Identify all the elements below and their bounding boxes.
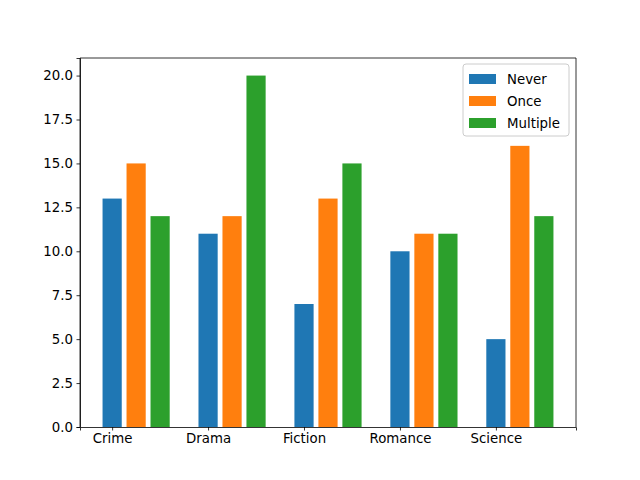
y-tick-mark	[77, 383, 81, 384]
bar	[127, 163, 146, 427]
y-tick-label: 17.5	[43, 112, 73, 127]
y-tick-mark	[77, 120, 81, 121]
y-tick: 5.0	[52, 332, 80, 347]
y-tick: 17.5	[43, 112, 80, 127]
y-tick: 2.5	[52, 376, 80, 391]
y-tick: 20.0	[43, 68, 80, 83]
x-tick-mark	[496, 427, 497, 431]
bar	[486, 339, 505, 427]
y-tick-label: 0.0	[52, 420, 73, 435]
x-tick-mark	[208, 427, 209, 431]
y-tick-mark	[77, 295, 81, 296]
bar	[390, 251, 409, 427]
bar	[534, 216, 553, 427]
y-tick: 12.5	[43, 200, 80, 215]
legend-label: Multiple	[507, 116, 560, 131]
bar	[438, 234, 457, 427]
y-tick-mark	[77, 339, 81, 340]
bar	[510, 146, 529, 427]
y-tick-mark	[77, 207, 81, 208]
legend: Never Once Multiple	[463, 64, 569, 136]
x-tick-label: Fiction	[283, 431, 326, 446]
frame	[576, 58, 577, 427]
bar	[318, 199, 337, 427]
x-tick: Science	[471, 427, 523, 446]
legend-swatch	[469, 74, 496, 84]
y-tick-label: 10.0	[43, 244, 73, 259]
frame	[80, 58, 81, 427]
bar	[414, 234, 433, 427]
x-tick-mark	[400, 427, 401, 431]
y-tick-mark	[77, 76, 81, 77]
x-tick: Drama	[186, 427, 231, 446]
y-tick-label: 20.0	[43, 68, 73, 83]
x-tick: Romance	[369, 427, 431, 446]
series-bars	[103, 199, 506, 427]
legend-box	[463, 64, 569, 136]
legend-swatch	[469, 118, 496, 128]
x-axis-line	[81, 428, 577, 431]
y-axis: 0.0 2.5 5.0 7.5 10.0 12.5 15.0 17.5 20.0	[43, 59, 80, 435]
legend-label: Once	[507, 94, 541, 109]
x-tick-mark	[304, 427, 305, 431]
y-tick-mark	[77, 163, 81, 164]
frame	[80, 58, 576, 59]
x-tick-label: Drama	[186, 431, 231, 446]
x-axis: Crime Drama Fiction Romance Science	[81, 427, 577, 446]
y-tick-label: 12.5	[43, 200, 73, 215]
bar	[246, 76, 265, 427]
x-tick-label: Romance	[369, 431, 431, 446]
y-tick-label: 15.0	[43, 156, 73, 171]
y-axis-line	[77, 59, 81, 428]
series-bars	[127, 146, 530, 427]
bar	[342, 163, 361, 427]
chart: 0.0 2.5 5.0 7.5 10.0 12.5 15.0 17.5 20.0 Crime Dra…	[0, 0, 640, 480]
y-tick: 7.5	[52, 288, 80, 303]
y-tick: 10.0	[43, 244, 80, 259]
bar	[198, 234, 217, 427]
x-tick-mark	[112, 427, 113, 431]
legend-swatch	[469, 96, 496, 106]
bar	[222, 216, 241, 427]
y-tick-label: 2.5	[52, 376, 73, 391]
y-tick: 15.0	[43, 156, 80, 171]
x-tick-label: Science	[471, 431, 523, 446]
x-tick: Crime	[93, 427, 133, 446]
x-tick-label: Crime	[93, 431, 133, 446]
bar	[294, 304, 313, 427]
y-tick-mark	[77, 251, 81, 252]
bar	[151, 216, 170, 427]
y-tick-label: 7.5	[52, 288, 73, 303]
y-tick-label: 5.0	[52, 332, 73, 347]
bar	[103, 199, 122, 427]
legend-label: Never	[507, 72, 547, 87]
y-tick: 0.0	[52, 420, 80, 435]
y-tick-mark	[77, 427, 81, 428]
x-tick: Fiction	[283, 427, 326, 446]
